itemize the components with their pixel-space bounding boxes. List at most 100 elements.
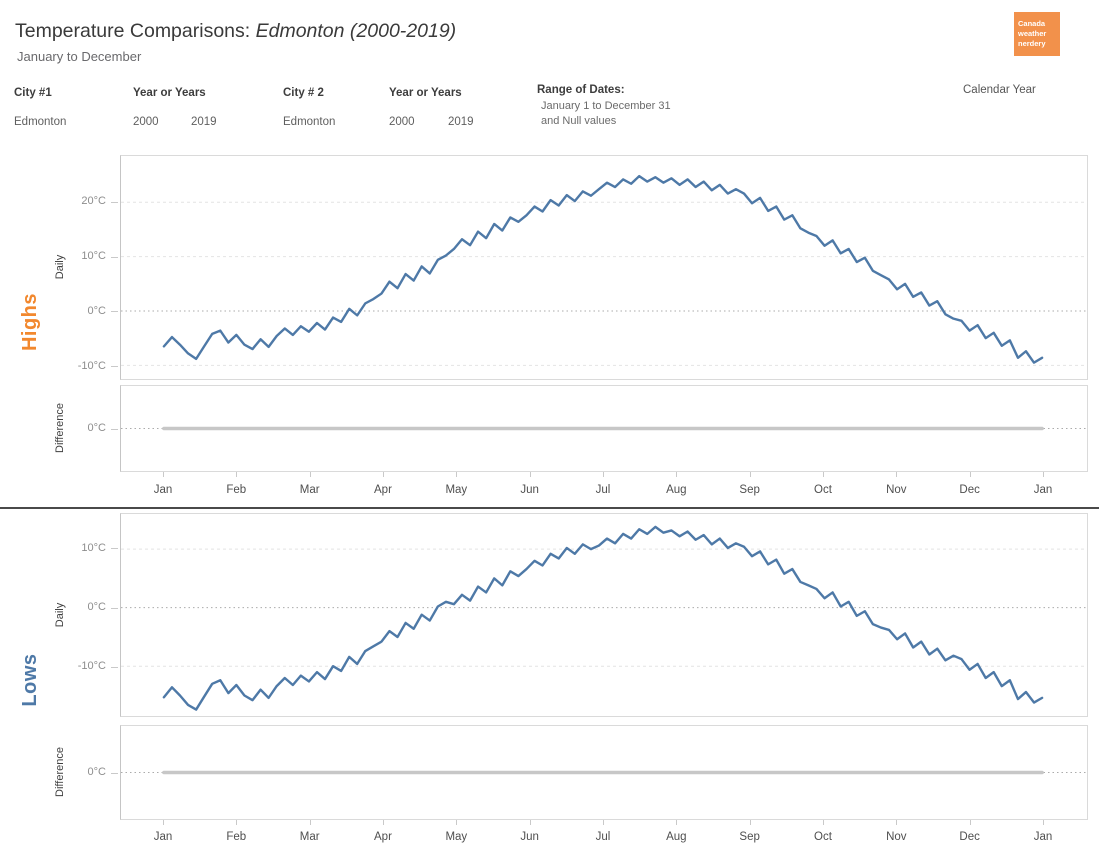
brand-logo-line: Canada [1018,18,1046,28]
range-of-dates-label: Range of Dates: [537,84,625,96]
y-axis-tick-mark [111,607,118,609]
lows-section-label-text: Lows [18,653,41,707]
x-axis-tick-mark [896,820,898,825]
calendar-year-label: Calendar Year [963,84,1036,96]
x-axis-month-label: Feb [226,484,247,496]
x-axis-tick-mark [456,472,458,477]
x-axis-month-label: Mar [299,484,320,496]
y-axis-tick-mark [111,311,118,313]
x-axis-month-label: Jul [595,831,611,843]
highs-difference-chart[interactable] [120,385,1088,472]
section-divider [0,507,1099,509]
y-axis-tick-mark [111,772,118,774]
page-title-prefix: Temperature Comparisons: [15,20,256,42]
y-axis-tick-label: 10°C [81,541,106,554]
y-axis-tick-mark [111,366,118,368]
x-axis-month-label: Dec [959,484,980,496]
x-axis-month-label: Oct [814,831,832,843]
lows-daily-axis-title: Daily [50,555,70,675]
x-axis-month-label: Jun [520,484,539,496]
x-axis-tick-mark [969,472,971,477]
x-axis-month-label: Dec [959,831,980,843]
years1-from[interactable]: 2000 [133,116,159,128]
city1-value[interactable]: Edmonton [14,116,67,128]
x-axis-tick-mark [162,820,164,825]
x-axis-month-label: Jan [1033,831,1053,843]
x-axis-tick-mark [822,472,824,477]
page-subtitle: January to December [17,49,142,64]
x-axis-month-label: Nov [886,831,907,843]
x-axis-tick-mark [676,820,678,825]
range-of-dates-line1: January 1 to December 31 [541,100,671,112]
highs-section-label-text: Highs [18,292,41,352]
x-axis-tick-mark [309,472,311,477]
city1-label: City #1 [14,87,52,99]
x-axis-tick-mark [309,820,311,825]
x-axis-tick-mark [749,820,751,825]
x-axis-tick-mark [456,820,458,825]
lows-section-label: Lows [18,620,41,740]
x-axis-month-label: Jan [153,831,173,843]
y-axis-tick-label: 10°C [81,250,106,263]
x-axis-tick-mark [236,472,238,477]
x-axis-month-label: Nov [886,484,907,496]
temperature-line [164,527,1042,710]
x-axis-month-label: Mar [299,831,320,843]
y-axis-tick-label: -10°C [77,660,106,673]
x-axis-tick-mark [382,820,384,825]
highs-section-label: Highs [18,262,41,382]
x-axis-month-label: Jun [520,831,539,843]
x-axis-tick-mark [1042,472,1044,477]
x-axis-month-label: Sep [739,831,760,843]
highs-daily-chart[interactable] [120,155,1088,380]
x-axis-month-label: Aug [666,484,687,496]
y-axis-tick-label: -10°C [77,359,106,372]
x-axis-tick-mark [382,472,384,477]
x-axis-month-label: Apr [374,831,392,843]
x-axis-tick-mark [749,472,751,477]
lows-difference-chart[interactable] [120,725,1088,820]
brand-logo: Canada weather nerdery [1014,12,1060,56]
lows-daily-chart[interactable] [120,513,1088,717]
y-axis-tick-mark [111,548,118,550]
x-axis-month-label: Sep [739,484,760,496]
x-axis-tick-mark [602,472,604,477]
range-of-dates-line2: and Null values [541,115,617,127]
x-axis-month-label: Jan [1033,484,1053,496]
years1-to[interactable]: 2019 [191,116,217,128]
x-axis-month-label: Apr [374,484,392,496]
x-axis-tick-mark [602,820,604,825]
x-axis-month-label: May [445,831,468,843]
x-axis-tick-mark [676,472,678,477]
y-axis-tick-mark [111,428,118,430]
brand-logo-line: weather [1018,28,1047,38]
x-axis-tick-mark [162,472,164,477]
years2-from[interactable]: 2000 [389,116,415,128]
x-axis-tick-mark [529,820,531,825]
y-axis-tick-mark [111,201,118,203]
city2-value[interactable]: Edmonton [283,116,336,128]
page-title: Temperature Comparisons: Edmonton (2000-… [15,20,456,43]
x-axis-tick-mark [969,820,971,825]
years2-to[interactable]: 2019 [448,116,474,128]
y-axis-tick-label: 0°C [87,304,106,317]
x-axis-tick-mark [236,820,238,825]
y-axis-tick-label: 20°C [81,195,106,208]
y-axis-tick-label: 0°C [87,601,106,614]
temperature-line [164,176,1042,363]
brand-logo-line: nerdery [1018,39,1046,49]
x-axis-month-label: Oct [814,484,832,496]
x-axis-tick-mark [822,820,824,825]
x-axis-month-label: Jul [595,484,611,496]
x-axis-month-label: May [445,484,468,496]
years2-label: Year or Years [389,87,462,99]
page-title-emphasis: Edmonton (2000-2019) [255,20,457,42]
x-axis-month-label: Aug [666,831,687,843]
years1-label: Year or Years [133,87,206,99]
y-axis-tick-mark [111,256,118,258]
x-axis-tick-mark [529,472,531,477]
x-axis-tick-mark [896,472,898,477]
y-axis-tick-mark [111,666,118,668]
x-axis-month-label: Feb [226,831,247,843]
